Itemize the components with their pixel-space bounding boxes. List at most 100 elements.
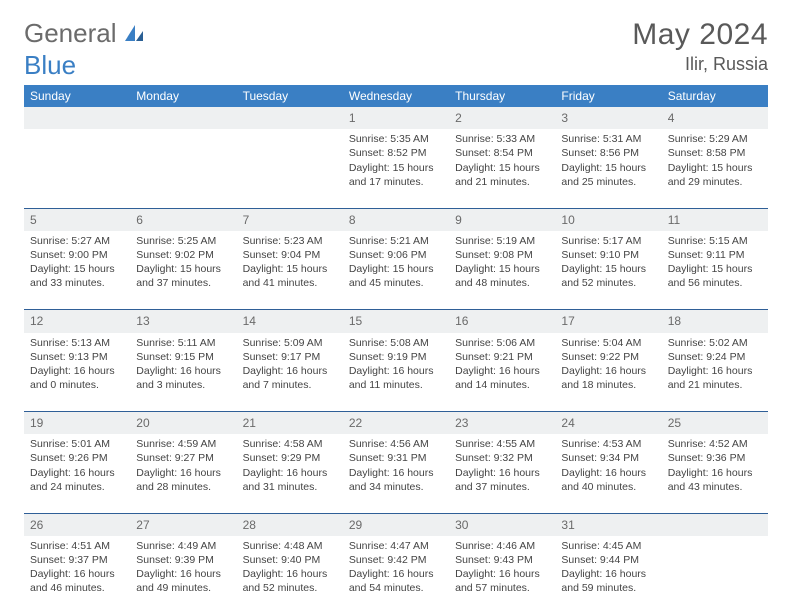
- sunrise-text: Sunrise: 5:29 AM: [668, 132, 762, 146]
- daylight-text-2: and 54 minutes.: [349, 581, 443, 595]
- day-number: 6: [130, 208, 236, 231]
- daylight-text: Daylight: 16 hours: [30, 466, 124, 480]
- daylight-text: Daylight: 15 hours: [561, 262, 655, 276]
- daylight-text: Daylight: 16 hours: [243, 364, 337, 378]
- daylight-text: Daylight: 16 hours: [243, 567, 337, 581]
- daynum-row: 12131415161718: [24, 310, 768, 333]
- sunset-text: Sunset: 9:08 PM: [455, 248, 549, 262]
- daylight-text: Daylight: 15 hours: [349, 161, 443, 175]
- daynum-row: 19202122232425: [24, 412, 768, 435]
- daylight-text-2: and 29 minutes.: [668, 175, 762, 189]
- day-number: 28: [237, 513, 343, 536]
- daylight-text: Daylight: 16 hours: [136, 466, 230, 480]
- day-cell: Sunrise: 4:56 AMSunset: 9:31 PMDaylight:…: [343, 434, 449, 513]
- day-number: 11: [662, 208, 768, 231]
- day-number: [237, 107, 343, 129]
- day-number: 23: [449, 412, 555, 435]
- sunset-text: Sunset: 8:52 PM: [349, 146, 443, 160]
- daylight-text-2: and 37 minutes.: [455, 480, 549, 494]
- day-cell: Sunrise: 5:21 AMSunset: 9:06 PMDaylight:…: [343, 231, 449, 310]
- daylight-text: Daylight: 16 hours: [30, 364, 124, 378]
- sunrise-text: Sunrise: 4:48 AM: [243, 539, 337, 553]
- day-header: Saturday: [662, 85, 768, 107]
- daylight-text-2: and 45 minutes.: [349, 276, 443, 290]
- day-header: Thursday: [449, 85, 555, 107]
- day-number: 31: [555, 513, 661, 536]
- daylight-text: Daylight: 15 hours: [243, 262, 337, 276]
- sunrise-text: Sunrise: 5:27 AM: [30, 234, 124, 248]
- day-cell: Sunrise: 4:51 AMSunset: 9:37 PMDaylight:…: [24, 536, 130, 615]
- day-number: 29: [343, 513, 449, 536]
- sunrise-text: Sunrise: 5:04 AM: [561, 336, 655, 350]
- daylight-text: Daylight: 16 hours: [349, 364, 443, 378]
- daylight-text: Daylight: 16 hours: [455, 466, 549, 480]
- day-number: 14: [237, 310, 343, 333]
- day-cell: Sunrise: 5:09 AMSunset: 9:17 PMDaylight:…: [237, 333, 343, 412]
- day-cell: [237, 129, 343, 208]
- sunset-text: Sunset: 9:39 PM: [136, 553, 230, 567]
- day-header: Friday: [555, 85, 661, 107]
- daylight-text: Daylight: 15 hours: [668, 161, 762, 175]
- sunrise-text: Sunrise: 4:47 AM: [349, 539, 443, 553]
- day-number: 30: [449, 513, 555, 536]
- day-number: 10: [555, 208, 661, 231]
- daylight-text-2: and 25 minutes.: [561, 175, 655, 189]
- week-row: Sunrise: 5:01 AMSunset: 9:26 PMDaylight:…: [24, 434, 768, 513]
- sunset-text: Sunset: 9:00 PM: [30, 248, 124, 262]
- sunset-text: Sunset: 9:02 PM: [136, 248, 230, 262]
- sunset-text: Sunset: 9:37 PM: [30, 553, 124, 567]
- sunrise-text: Sunrise: 5:09 AM: [243, 336, 337, 350]
- daylight-text: Daylight: 16 hours: [668, 466, 762, 480]
- sunset-text: Sunset: 8:54 PM: [455, 146, 549, 160]
- week-row: Sunrise: 4:51 AMSunset: 9:37 PMDaylight:…: [24, 536, 768, 615]
- day-cell: Sunrise: 4:52 AMSunset: 9:36 PMDaylight:…: [662, 434, 768, 513]
- day-header: Monday: [130, 85, 236, 107]
- day-cell: Sunrise: 5:35 AMSunset: 8:52 PMDaylight:…: [343, 129, 449, 208]
- month-title: May 2024: [632, 18, 768, 52]
- sunset-text: Sunset: 9:15 PM: [136, 350, 230, 364]
- brand-word-1: General: [24, 18, 117, 49]
- sunrise-text: Sunrise: 4:53 AM: [561, 437, 655, 451]
- day-number: 26: [24, 513, 130, 536]
- header: General May 2024 Ilir, Russia: [24, 18, 768, 75]
- sunrise-text: Sunrise: 5:23 AM: [243, 234, 337, 248]
- day-cell: Sunrise: 5:29 AMSunset: 8:58 PMDaylight:…: [662, 129, 768, 208]
- day-cell: Sunrise: 4:59 AMSunset: 9:27 PMDaylight:…: [130, 434, 236, 513]
- day-cell: Sunrise: 5:19 AMSunset: 9:08 PMDaylight:…: [449, 231, 555, 310]
- sunset-text: Sunset: 9:06 PM: [349, 248, 443, 262]
- sunset-text: Sunset: 9:26 PM: [30, 451, 124, 465]
- sunset-text: Sunset: 9:11 PM: [668, 248, 762, 262]
- daylight-text-2: and 59 minutes.: [561, 581, 655, 595]
- sunrise-text: Sunrise: 4:49 AM: [136, 539, 230, 553]
- sunrise-text: Sunrise: 5:17 AM: [561, 234, 655, 248]
- day-cell: Sunrise: 5:17 AMSunset: 9:10 PMDaylight:…: [555, 231, 661, 310]
- sunrise-text: Sunrise: 5:01 AM: [30, 437, 124, 451]
- daylight-text: Daylight: 16 hours: [668, 364, 762, 378]
- day-number: 5: [24, 208, 130, 231]
- day-cell: Sunrise: 4:45 AMSunset: 9:44 PMDaylight:…: [555, 536, 661, 615]
- sunrise-text: Sunrise: 5:13 AM: [30, 336, 124, 350]
- day-cell: Sunrise: 4:46 AMSunset: 9:43 PMDaylight:…: [449, 536, 555, 615]
- sunrise-text: Sunrise: 5:08 AM: [349, 336, 443, 350]
- day-cell: Sunrise: 5:01 AMSunset: 9:26 PMDaylight:…: [24, 434, 130, 513]
- day-number: 4: [662, 107, 768, 129]
- sunrise-text: Sunrise: 4:59 AM: [136, 437, 230, 451]
- day-cell: Sunrise: 5:27 AMSunset: 9:00 PMDaylight:…: [24, 231, 130, 310]
- day-number: 17: [555, 310, 661, 333]
- sunrise-text: Sunrise: 5:25 AM: [136, 234, 230, 248]
- day-cell: Sunrise: 5:11 AMSunset: 9:15 PMDaylight:…: [130, 333, 236, 412]
- week-row: Sunrise: 5:35 AMSunset: 8:52 PMDaylight:…: [24, 129, 768, 208]
- daylight-text-2: and 31 minutes.: [243, 480, 337, 494]
- day-cell: Sunrise: 5:02 AMSunset: 9:24 PMDaylight:…: [662, 333, 768, 412]
- sunset-text: Sunset: 9:40 PM: [243, 553, 337, 567]
- daynum-row: 1234: [24, 107, 768, 129]
- daylight-text-2: and 56 minutes.: [668, 276, 762, 290]
- day-cell: Sunrise: 4:48 AMSunset: 9:40 PMDaylight:…: [237, 536, 343, 615]
- brand-logo: General: [24, 18, 147, 49]
- day-cell: Sunrise: 5:13 AMSunset: 9:13 PMDaylight:…: [24, 333, 130, 412]
- day-cell: Sunrise: 5:06 AMSunset: 9:21 PMDaylight:…: [449, 333, 555, 412]
- daylight-text-2: and 52 minutes.: [243, 581, 337, 595]
- week-row: Sunrise: 5:13 AMSunset: 9:13 PMDaylight:…: [24, 333, 768, 412]
- daylight-text-2: and 17 minutes.: [349, 175, 443, 189]
- day-number: 2: [449, 107, 555, 129]
